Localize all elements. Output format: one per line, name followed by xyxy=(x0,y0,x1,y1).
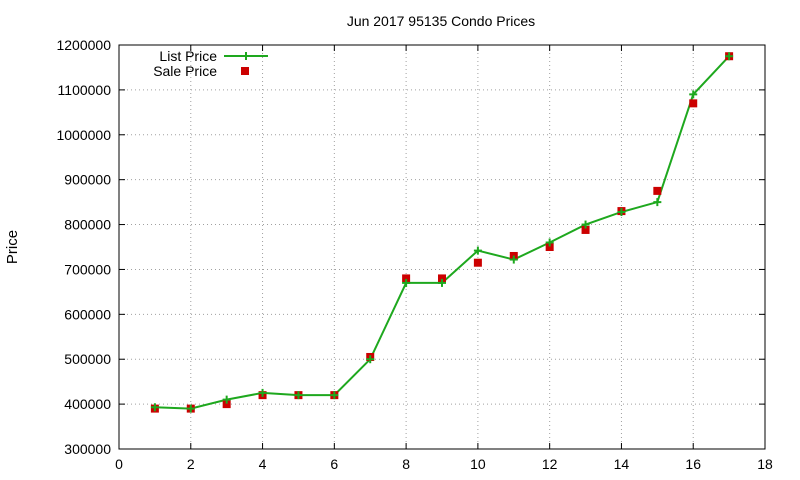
y-axis-label: Price xyxy=(4,230,21,264)
chart-title: Jun 2017 95135 Condo Prices xyxy=(347,13,535,29)
list-price-point xyxy=(150,403,159,412)
y-tick-label: 800000 xyxy=(64,217,111,233)
list-price-point xyxy=(294,391,303,400)
y-tick-label: 300000 xyxy=(64,441,111,457)
legend-swatch-sale-price xyxy=(241,67,249,75)
sale-price-point xyxy=(653,186,662,195)
list-price-point xyxy=(366,355,375,364)
sale-price-point xyxy=(473,258,482,267)
sale-price-point xyxy=(402,274,411,283)
list-price-point xyxy=(186,404,195,413)
series-layer xyxy=(150,52,734,413)
list-price-point xyxy=(330,391,339,400)
list-price-point xyxy=(402,278,411,287)
x-tick-label: 2 xyxy=(187,456,195,472)
y-tick-label: 700000 xyxy=(64,261,111,277)
x-tick-label: 8 xyxy=(402,456,410,472)
sale-price-point xyxy=(689,99,698,108)
sale-price-point xyxy=(545,243,554,251)
list-price-point xyxy=(509,255,518,264)
legend-label-list-price: List Price xyxy=(159,48,217,64)
list-price-point xyxy=(581,220,590,229)
list-price-point xyxy=(438,278,446,287)
axis-layer: 0 2 4 6 8 10 12 14 16 18 300000 400000 500000 600000 7… xyxy=(56,37,773,472)
sale-price-point xyxy=(222,400,231,409)
x-tick-label: 14 xyxy=(614,456,630,472)
legend-label-sale-price: Sale Price xyxy=(153,63,217,79)
y-tick-label: 600000 xyxy=(64,306,111,322)
list-price-line xyxy=(154,55,730,410)
x-tick-label: 6 xyxy=(330,456,338,472)
sale-price-point xyxy=(581,225,590,234)
y-tick-label: 1200000 xyxy=(56,37,111,53)
x-tick-label: 10 xyxy=(470,456,486,472)
list-price-point xyxy=(473,246,482,255)
x-tick-label: 4 xyxy=(259,456,267,472)
y-tick-label: 1100000 xyxy=(58,82,112,98)
x-tick-label: 12 xyxy=(542,456,558,472)
y-tick-label: 400000 xyxy=(64,396,111,412)
y-tick-label: 500000 xyxy=(64,351,111,367)
grid-layer xyxy=(119,45,765,449)
plot-frame xyxy=(118,44,766,450)
x-tick-label: 16 xyxy=(685,456,701,472)
list-price-point xyxy=(689,90,698,99)
list-price-point xyxy=(545,238,554,247)
x-tick-label: 0 xyxy=(115,456,123,472)
sale-price-point xyxy=(438,274,446,283)
list-price-point xyxy=(725,52,734,61)
list-price-point xyxy=(653,198,662,207)
y-tick-label: 900000 xyxy=(64,172,111,188)
y-tick-label: 1000000 xyxy=(56,127,111,143)
list-price-point xyxy=(258,388,267,397)
list-price-point xyxy=(617,207,626,216)
list-price-point xyxy=(222,395,231,404)
x-tick-label: 18 xyxy=(757,456,773,472)
